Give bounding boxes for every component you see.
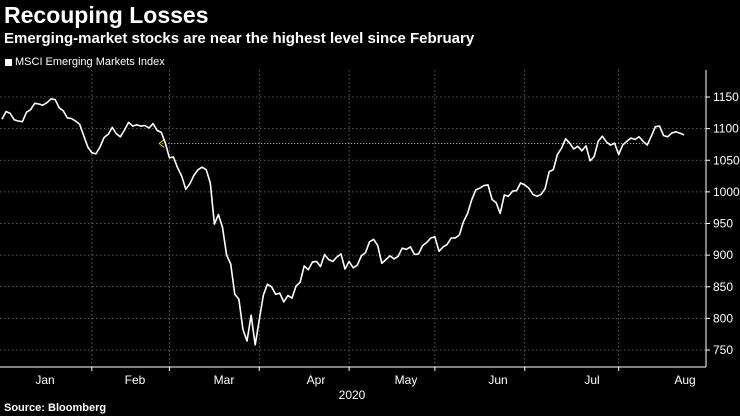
chart-legend: MSCI Emerging Markets Index xyxy=(5,56,165,68)
y-tick-label: 1150 xyxy=(713,90,739,104)
grid-lines xyxy=(0,70,706,367)
y-tick-label: 850 xyxy=(713,280,733,294)
x-tick-label: May xyxy=(395,373,418,387)
y-tick-labels: 750 800 850 900 950 1000 1050 1100 1150 xyxy=(713,90,740,357)
x-axis-title: 2020 xyxy=(339,388,366,402)
y-tick-label: 800 xyxy=(713,311,733,325)
y-tick-label: 1100 xyxy=(713,122,739,136)
source-note: Source: Bloomberg xyxy=(4,402,107,414)
y-tick-label: 1050 xyxy=(713,153,740,167)
y-tick-label: 750 xyxy=(713,343,733,357)
series-line-msci-em xyxy=(1,98,685,346)
reference-arrowhead xyxy=(158,139,165,148)
chart-title: Recouping Losses xyxy=(4,2,209,28)
x-tick-label: Jan xyxy=(35,373,54,387)
legend-swatch xyxy=(5,58,12,66)
x-tick-label: Apr xyxy=(307,373,326,387)
x-tick-label: Feb xyxy=(125,373,146,387)
y-tick-label: 950 xyxy=(713,217,733,231)
axes xyxy=(0,70,710,371)
series-layer xyxy=(1,98,685,346)
x-tick-label: Aug xyxy=(674,373,695,387)
chart-subtitle: Emerging-market stocks are near the high… xyxy=(4,30,475,47)
legend-label: MSCI Emerging Markets Index xyxy=(15,56,165,68)
y-tick-label: 1000 xyxy=(713,185,740,199)
x-tick-labels: Jan Feb Mar Apr May Jun Jul Aug xyxy=(35,373,695,387)
x-tick-label: Mar xyxy=(214,373,235,387)
x-tick-label: Jun xyxy=(488,373,507,387)
y-tick-label: 900 xyxy=(713,248,733,262)
reference-annotation xyxy=(158,139,652,148)
x-tick-label: Jul xyxy=(584,373,599,387)
